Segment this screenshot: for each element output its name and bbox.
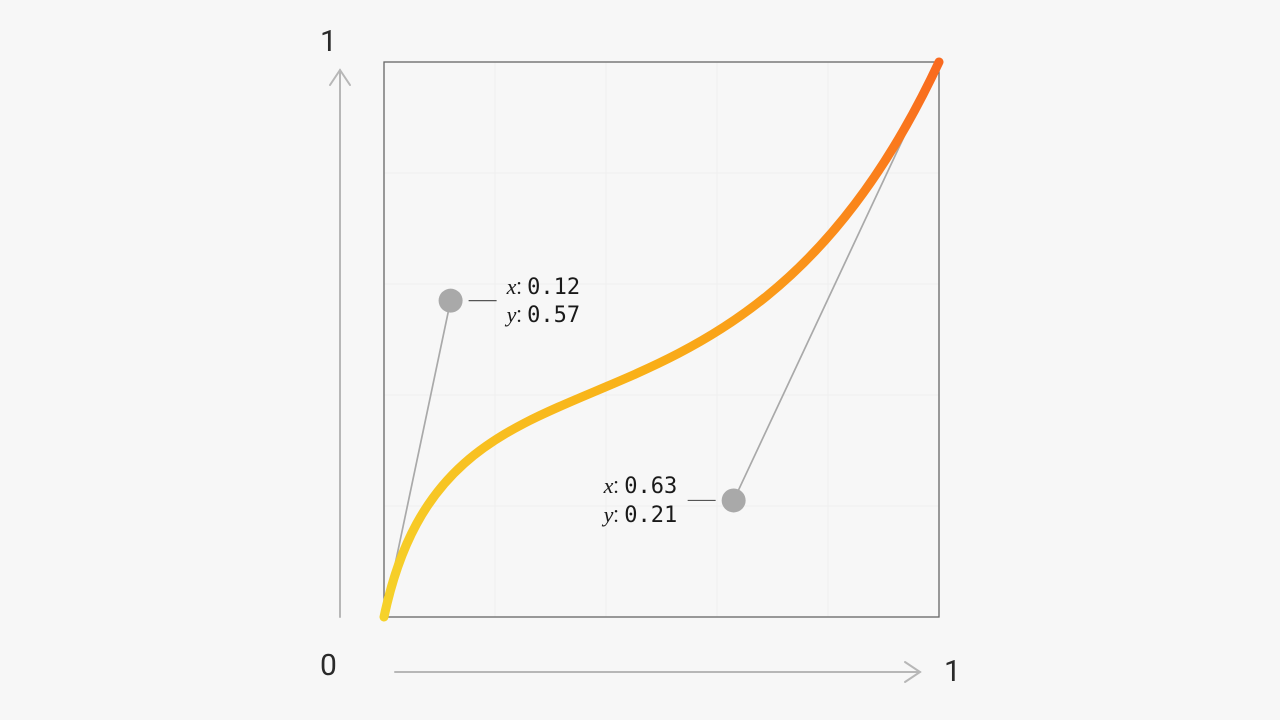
var-x: x (507, 274, 517, 299)
control-handles (384, 62, 939, 617)
axis-label-x-one: 1 (944, 654, 961, 689)
bezier-curve (384, 62, 939, 617)
var-y: y (604, 502, 614, 527)
control-point-1-label: x: 0.12 y: 0.57 (507, 273, 581, 330)
var-y: y (507, 302, 517, 327)
axis-label-origin: 0 (320, 648, 337, 683)
control-point-2-label: x: 0.63 y: 0.21 (604, 472, 678, 529)
chart-svg (0, 0, 1280, 720)
var-x: x (604, 473, 614, 498)
control-point-1[interactable] (439, 289, 463, 313)
val-x: 0.63 (624, 474, 677, 499)
control-point-2[interactable] (722, 488, 746, 512)
axis-label-y-one: 1 (320, 24, 337, 59)
val-y: 0.57 (527, 303, 580, 328)
plot-border (384, 62, 939, 617)
grid (384, 62, 939, 617)
chart-stage: 0 1 1 x: 0.12 y: 0.57 x: 0.63 y: 0.21 (0, 0, 1280, 720)
val-x: 0.12 (527, 275, 580, 300)
val-y: 0.21 (624, 503, 677, 528)
